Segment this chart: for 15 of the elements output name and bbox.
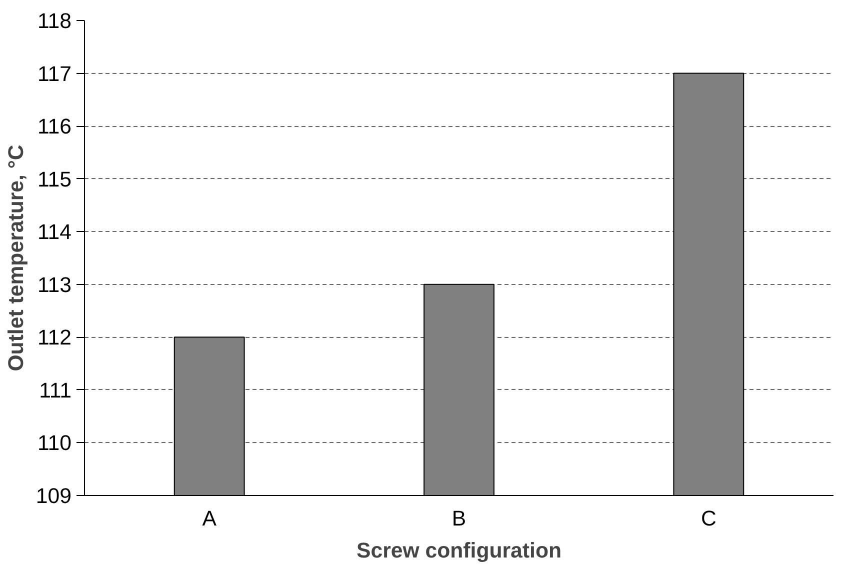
y-tick-label: 117 <box>38 62 72 86</box>
y-tick-label: 110 <box>38 431 72 456</box>
y-tick-label: 115 <box>38 167 72 192</box>
x-tick-label: B <box>452 506 466 530</box>
y-tick-label: 116 <box>38 114 72 139</box>
y-tick-label: 118 <box>38 9 72 33</box>
x-axis-title: Screw configuration <box>356 538 562 562</box>
y-tick-label: 113 <box>38 272 72 297</box>
x-tick-label: A <box>202 506 218 530</box>
y-tick-label: 114 <box>38 220 72 244</box>
y-axis-title: Outlet temperature, °C <box>4 144 28 372</box>
y-tick-label: 111 <box>39 378 72 402</box>
y-tick-label: 109 <box>36 484 72 508</box>
x-tick-label: C <box>700 506 716 530</box>
y-tick-label: 112 <box>38 326 72 350</box>
